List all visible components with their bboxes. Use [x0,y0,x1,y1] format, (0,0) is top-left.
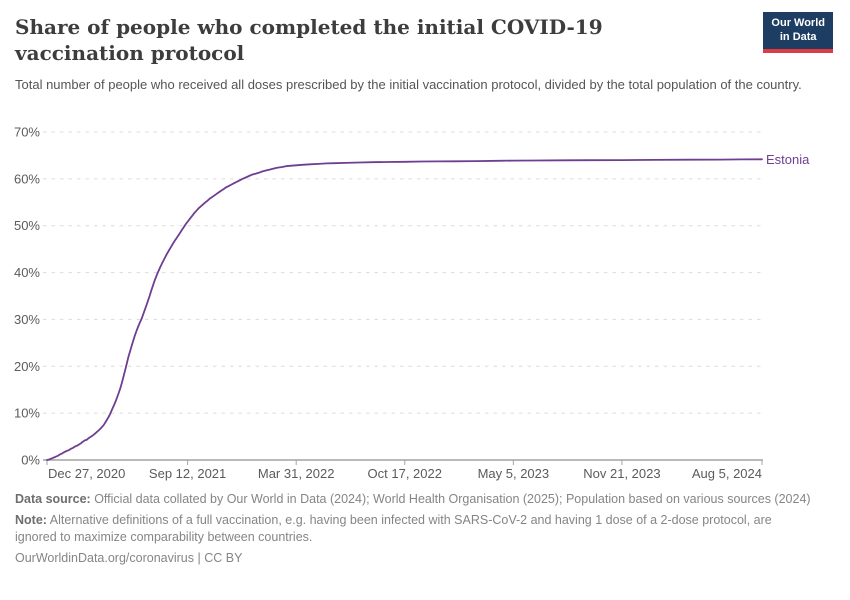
y-tick-label: 20% [14,359,40,374]
series-line-estonia[interactable] [46,158,763,461]
x-tick-label: Nov 21, 2023 [583,466,660,481]
y-tick-label: 30% [14,312,40,327]
chart-footer: Data source: Official data collated by O… [15,491,811,570]
note-line: Note: Alternative definitions of a full … [15,512,811,547]
owid-logo[interactable]: Our World in Data [763,12,833,53]
credit-separator: | [194,550,205,565]
data-source-label: Data source: [15,492,91,506]
owid-logo-line1: Our World [771,17,825,29]
x-tick-label: Aug 5, 2024 [692,466,762,481]
chart-subtitle: Total number of people who received all … [15,77,802,92]
y-tick-label: 10% [14,406,40,421]
x-tick-label: Oct 17, 2022 [368,466,442,481]
y-tick-label: 60% [14,171,40,186]
x-tick-label: May 5, 2023 [478,466,550,481]
data-source-text: Official data collated by Our World in D… [90,492,811,506]
series-label-estonia[interactable]: Estonia [766,152,810,168]
x-tick-label: Dec 27, 2020 [48,466,125,481]
y-tick-label: 40% [14,265,40,280]
x-tick-label: Mar 31, 2022 [258,466,335,481]
line-chart-canvas[interactable]: 0% 10% 20% 30% 40% 50% 60% 70% Dec 27, 2020 Sep 1… [0,118,850,493]
credit-url[interactable]: OurWorldinData.org/coronavirus [15,550,195,565]
y-tick-label: 70% [14,125,40,140]
data-source-line: Data source: Official data collated by O… [15,491,811,509]
credit-line: OurWorldinData.org/coronavirus | CC BY [15,550,811,568]
credit-license: CC BY [204,550,243,565]
y-tick-label: 0% [21,453,40,468]
y-tick-label: 50% [14,218,40,233]
note-text: Alternative definitions of a full vaccin… [15,512,772,545]
x-tick-label: Sep 12, 2021 [149,466,226,481]
note-label: Note: [15,512,47,527]
chart-title: Share of people who completed the initia… [15,15,603,66]
owid-logo-line2: in Data [779,30,817,43]
